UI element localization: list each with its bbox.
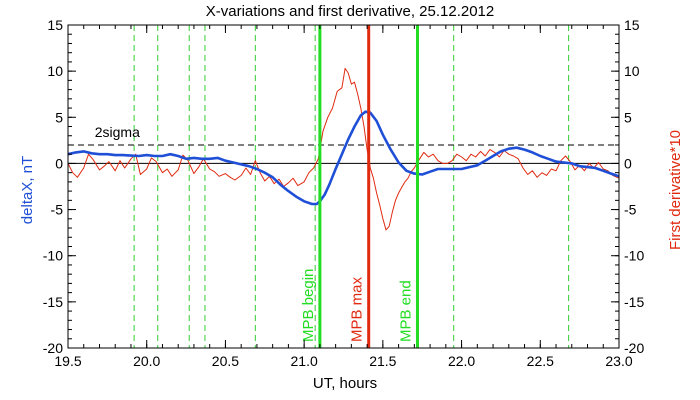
y-tick-label-left: -15: [43, 294, 63, 310]
x-tick-label: 22.0: [448, 353, 475, 369]
x-tick-label: 21.0: [291, 353, 318, 369]
deltax-series-line: [67, 110, 620, 206]
y-tick-label-right: -5: [624, 202, 637, 218]
x-tick-label: 23.0: [605, 353, 632, 369]
y-tick-label-left: 0: [55, 155, 63, 171]
y-axis-left-label: deltaX, nT: [19, 156, 36, 224]
x-tick-label: 22.5: [527, 353, 554, 369]
y-tick-label-left: 10: [47, 63, 63, 79]
y-tick-label-left: 5: [55, 109, 63, 125]
y-tick-label-left: -5: [51, 202, 64, 218]
y-tick-label-right: -10: [624, 248, 644, 264]
derivative-series-line: [67, 67, 620, 231]
plot-frame: [67, 24, 620, 349]
plot-area: 2sigma MPB begin MPB max MPB end 19.5 20.0 20.…: [43, 17, 645, 369]
y-tick-label-left: 15: [47, 17, 63, 33]
y-axis-right-label: First derivative*10: [667, 130, 684, 250]
y-tick-label-right: 10: [624, 63, 640, 79]
y-tick-label-left: -10: [43, 248, 63, 264]
x-tick-label: 20.5: [212, 353, 239, 369]
y-tick-label-right: -20: [624, 340, 644, 356]
marker-label: MPB begin: [300, 269, 317, 342]
y-tick-label-right: 0: [624, 155, 632, 171]
y-tick-label-right: -15: [624, 294, 644, 310]
x-tick-label: 19.5: [54, 353, 81, 369]
marker-label: MPB end: [397, 280, 414, 342]
y-tick-label-left: -20: [43, 340, 63, 356]
chart-title: X-variations and first derivative, 25.12…: [206, 3, 495, 20]
threshold-label: 2sigma: [95, 124, 140, 140]
x-axis-label: UT, hours: [313, 375, 377, 392]
y-tick-label-right: 15: [624, 17, 640, 33]
marker-label: MPB max: [349, 276, 366, 342]
x-tick-label: 20.0: [133, 353, 160, 369]
y-tick-label-right: 5: [624, 109, 632, 125]
x-tick-label: 21.5: [369, 353, 396, 369]
